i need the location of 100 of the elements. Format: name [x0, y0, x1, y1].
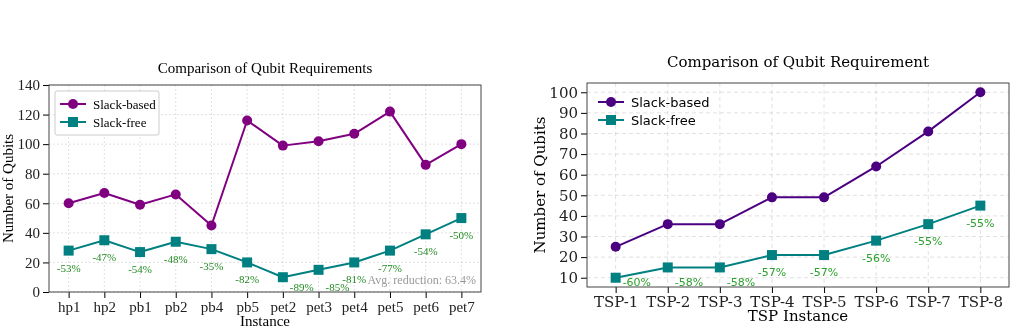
x-tick-label: pet2	[270, 298, 297, 315]
point	[242, 257, 253, 268]
point	[871, 235, 882, 246]
point	[871, 161, 882, 172]
point	[610, 241, 621, 252]
y-tick-label: 0	[32, 284, 40, 301]
point	[662, 219, 673, 230]
y-tick-label: 140	[17, 77, 40, 94]
x-tick-label: pet5	[377, 298, 404, 315]
annotation: -60%	[622, 276, 652, 289]
y-tick-label: 10	[558, 269, 578, 288]
point	[766, 192, 777, 203]
x-tick-label: TSP-7	[906, 292, 951, 311]
point	[923, 219, 934, 230]
x-tick-label: pet7	[448, 298, 476, 315]
point	[277, 272, 288, 283]
x-tick-label: pet4	[341, 298, 369, 315]
x-tick-label: pb1	[129, 298, 152, 315]
point	[714, 219, 725, 230]
annotation: -50%	[449, 229, 474, 242]
point	[135, 247, 146, 258]
y-tick-label: 100	[549, 83, 578, 102]
annotation: Avg. reduction: 63.4%	[367, 273, 476, 287]
point	[206, 220, 217, 231]
y-tick-label: 40	[558, 207, 578, 226]
y-tick-label: 60	[558, 166, 578, 184]
y-tick-label: 70	[558, 145, 578, 164]
point	[99, 235, 110, 246]
legend-label: Slack-based	[631, 95, 710, 110]
point	[349, 257, 360, 268]
point	[975, 87, 986, 98]
point	[63, 245, 74, 256]
point	[170, 236, 181, 247]
legend-label: Slack-free	[93, 115, 147, 130]
y-tick-label: 120	[17, 106, 40, 123]
point	[384, 106, 395, 117]
point	[277, 140, 288, 151]
annotation: -53%	[56, 261, 81, 274]
x-tick-label: pb2	[164, 298, 188, 315]
chart-title: Comparison of Qubit Requirements	[157, 60, 373, 76]
y-tick-label: 80	[25, 166, 40, 183]
point	[456, 213, 467, 224]
legend-label: Slack-free	[631, 113, 696, 128]
point	[170, 189, 181, 200]
x-tick-label: pet3	[306, 298, 332, 315]
point	[766, 250, 777, 261]
point	[206, 244, 217, 255]
y-tick-label: 20	[25, 254, 40, 271]
x-tick-label: hp1	[57, 298, 81, 315]
annotation: -48%	[163, 252, 188, 265]
annotation: -55%	[914, 235, 943, 249]
y-tick-label: 30	[558, 227, 578, 246]
y-tick-label: 40	[25, 225, 40, 242]
point	[349, 128, 360, 139]
annotation: -58%	[726, 276, 756, 289]
x-tick-label: TSP-6	[854, 292, 899, 311]
x-tick-label: TSP-2	[646, 292, 691, 311]
point	[456, 139, 467, 150]
x-tick-label: pb5	[236, 298, 259, 315]
annotation: -56%	[861, 251, 891, 265]
annotation: -58%	[674, 276, 704, 289]
point	[819, 250, 830, 261]
annotation: -77%	[378, 261, 402, 274]
point	[662, 262, 673, 273]
point	[135, 199, 146, 210]
annotation: -54%	[413, 245, 438, 258]
y-tick-label: 80	[558, 124, 578, 143]
point	[313, 136, 324, 147]
x-tick-label: hp2	[93, 298, 117, 315]
point	[420, 159, 431, 170]
x-tick-label: TSP-1	[594, 292, 639, 311]
annotation: -82%	[235, 273, 260, 286]
point	[99, 187, 110, 198]
y-tick-label: 100	[17, 136, 40, 153]
point	[384, 245, 395, 256]
y-tick-label: 50	[558, 186, 578, 205]
x-tick-label: pet6	[413, 298, 440, 315]
annotation: -35%	[199, 260, 224, 273]
x-tick-label: pb4	[200, 298, 224, 315]
x-tick-label: TSP-3	[698, 292, 743, 311]
y-tick-label: 60	[25, 195, 40, 212]
annotation: -55%	[966, 216, 995, 230]
point	[313, 264, 324, 275]
annotation: -54%	[128, 263, 152, 276]
y-tick-label: 20	[558, 248, 578, 267]
y-axis-title: Number of Qubits	[531, 116, 549, 254]
point	[819, 192, 830, 203]
annotation: -89%	[289, 281, 314, 293]
point	[923, 126, 934, 137]
x-tick-label: TSP-8	[958, 292, 1003, 311]
point	[242, 115, 253, 126]
y-axis-title: Number of Qubits	[0, 133, 16, 244]
point	[610, 272, 621, 283]
point	[714, 262, 725, 273]
y-tick-label: 90	[558, 104, 578, 123]
point	[975, 200, 986, 211]
point	[63, 198, 74, 209]
annotation: -57%	[757, 266, 787, 280]
annotation: -57%	[809, 266, 839, 280]
annotation: -47%	[92, 251, 117, 264]
